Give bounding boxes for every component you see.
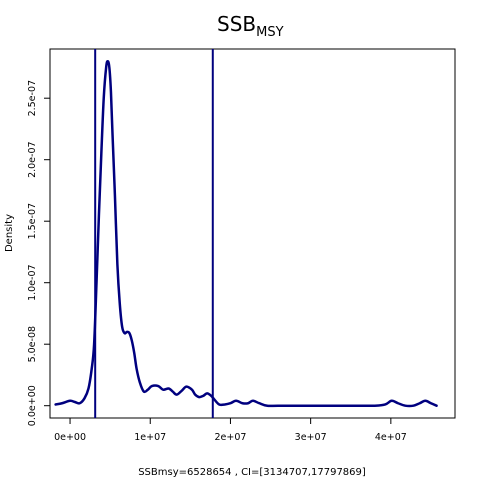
chart-title: SSBMSY xyxy=(217,12,284,40)
x-tick-label: 0e+00 xyxy=(54,432,86,443)
x-tick-label: 1e+07 xyxy=(134,432,166,443)
density-curve xyxy=(54,60,438,408)
plot-area: 0e+00 1e+07 2e+07 3e+07 4e+07 0.0e+00 5.0e-08 1… xyxy=(27,48,456,443)
y-tick-label: 1.5e-07 xyxy=(27,203,38,239)
x-tick-label: 3e+07 xyxy=(295,432,327,443)
x-tick-label: 4e+07 xyxy=(375,432,407,443)
x-tick-label: 2e+07 xyxy=(214,432,246,443)
chart-title-subscript: MSY xyxy=(256,25,283,40)
y-axis-title: Density xyxy=(4,214,15,252)
y-tick-label: 1.0e-07 xyxy=(27,264,38,300)
x-axis-title: SSBmsy=6528654 , CI=[3134707,17797869] xyxy=(138,467,366,478)
y-tick-label: 0.0e+00 xyxy=(27,385,38,426)
y-tick-label: 2.0e-07 xyxy=(27,141,38,177)
chart-title-main: SSB xyxy=(217,12,256,36)
y-tick-label: 5.0e-08 xyxy=(27,326,38,362)
y-tick-label: 2.5e-07 xyxy=(27,80,38,116)
